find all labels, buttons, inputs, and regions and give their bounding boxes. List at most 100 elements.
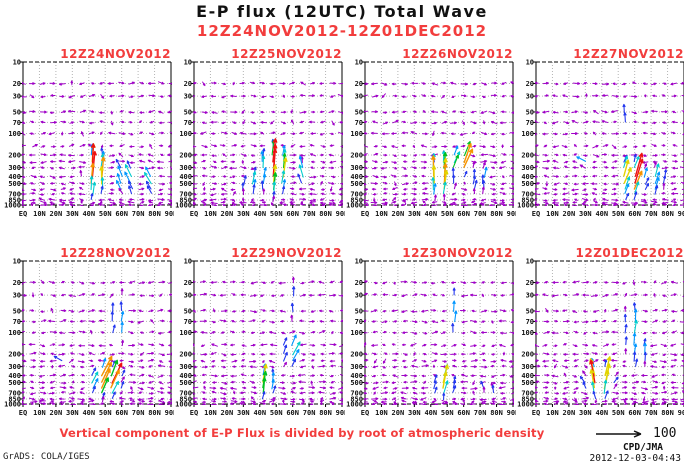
svg-text:20N: 20N	[563, 210, 576, 218]
svg-text:40N: 40N	[424, 210, 437, 218]
svg-text:10: 10	[13, 59, 21, 67]
svg-text:60N: 60N	[286, 409, 299, 417]
svg-text:EQ: EQ	[532, 409, 540, 417]
panel-title: 12Z26NOV2012	[402, 48, 513, 61]
svg-text:20N: 20N	[221, 409, 234, 417]
svg-text:700: 700	[521, 190, 534, 198]
svg-text:10: 10	[355, 59, 363, 67]
svg-text:1000: 1000	[346, 202, 363, 210]
svg-text:40N: 40N	[595, 409, 608, 417]
svg-text:30N: 30N	[579, 409, 592, 417]
figure-caption: Vertical component of E-P Flux is divide…	[59, 426, 545, 440]
svg-text:80N: 80N	[661, 409, 674, 417]
svg-text:300: 300	[521, 164, 534, 172]
svg-text:100: 100	[179, 130, 192, 138]
svg-text:100: 100	[8, 130, 21, 138]
svg-text:70: 70	[526, 318, 534, 326]
svg-text:300: 300	[521, 363, 534, 371]
svg-text:1000: 1000	[346, 401, 363, 409]
svg-text:850: 850	[521, 196, 534, 204]
svg-text:500: 500	[179, 379, 192, 387]
svg-text:20: 20	[526, 80, 534, 88]
svg-text:1000: 1000	[4, 401, 21, 409]
svg-text:90N: 90N	[678, 210, 684, 218]
svg-text:60N: 60N	[457, 210, 470, 218]
reference-arrow-legend: 100	[594, 426, 676, 441]
svg-text:400: 400	[8, 372, 21, 380]
grads-credit: GrADS: COLA/IGES	[3, 452, 90, 462]
svg-text:80N: 80N	[319, 409, 332, 417]
svg-text:20N: 20N	[50, 409, 63, 417]
svg-text:700: 700	[179, 190, 192, 198]
flux-arrows	[261, 276, 301, 400]
svg-text:20N: 20N	[392, 409, 405, 417]
svg-text:70N: 70N	[645, 409, 658, 417]
svg-text:1000: 1000	[175, 401, 192, 409]
svg-text:850: 850	[179, 395, 192, 403]
svg-text:EQ: EQ	[19, 409, 27, 417]
figure-title: E-P flux (12UTC) Total Wave	[196, 2, 488, 21]
svg-text:100: 100	[350, 130, 363, 138]
svg-text:80N: 80N	[490, 210, 503, 218]
svg-text:90N: 90N	[336, 210, 345, 218]
svg-text:50N: 50N	[99, 210, 112, 218]
svg-text:50N: 50N	[270, 409, 283, 417]
svg-text:50N: 50N	[270, 210, 283, 218]
svg-text:10N: 10N	[33, 409, 46, 417]
svg-text:400: 400	[521, 372, 534, 380]
svg-text:20N: 20N	[392, 210, 405, 218]
svg-text:30: 30	[355, 292, 363, 300]
svg-text:50N: 50N	[612, 210, 625, 218]
svg-text:300: 300	[8, 164, 21, 172]
svg-text:10: 10	[526, 59, 534, 67]
panel-12Z29NOV2012: 12Z29NOV2012 10 20 30 50 70 100 200 300 400 500 700…	[171, 246, 348, 419]
plot-timestamp: 2012-12-03-04:43	[589, 453, 681, 464]
svg-text:1000: 1000	[517, 401, 534, 409]
svg-text:30N: 30N	[237, 409, 250, 417]
svg-text:60N: 60N	[628, 409, 641, 417]
panel-12Z27NOV2012: 12Z27NOV2012 10 20 30 50 70 100 200 300 400 500 700…	[513, 47, 684, 220]
flux-arrows	[431, 141, 488, 202]
svg-text:850: 850	[179, 196, 192, 204]
svg-text:50: 50	[184, 108, 192, 116]
panel-title: 12Z29NOV2012	[231, 247, 342, 260]
svg-text:10N: 10N	[375, 210, 388, 218]
svg-text:100: 100	[521, 130, 534, 138]
panel-12Z25NOV2012: 12Z25NOV2012 10 20 30 50 70 100 200 300 400 500 700…	[171, 47, 348, 220]
svg-text:200: 200	[179, 351, 192, 359]
svg-text:300: 300	[179, 363, 192, 371]
background-arrows	[193, 81, 343, 206]
svg-text:90N: 90N	[336, 409, 345, 417]
svg-text:30N: 30N	[408, 409, 421, 417]
svg-text:40N: 40N	[253, 409, 266, 417]
svg-text:60N: 60N	[286, 210, 299, 218]
svg-text:200: 200	[521, 152, 534, 160]
flux-arrows	[241, 138, 304, 203]
svg-text:50: 50	[13, 108, 21, 116]
svg-text:40N: 40N	[82, 210, 95, 218]
svg-text:30N: 30N	[408, 210, 421, 218]
svg-text:30: 30	[184, 292, 192, 300]
svg-text:300: 300	[350, 363, 363, 371]
svg-text:20N: 20N	[221, 210, 234, 218]
svg-text:20N: 20N	[563, 409, 576, 417]
svg-text:EQ: EQ	[190, 409, 198, 417]
svg-text:70: 70	[184, 119, 192, 127]
svg-text:70N: 70N	[132, 210, 145, 218]
panel-12Z30NOV2012: 12Z30NOV2012 10 20 30 50 70 100 200 300 400 500 700…	[342, 246, 519, 419]
svg-text:30: 30	[13, 292, 21, 300]
reference-arrow-value: 100	[653, 426, 677, 441]
svg-text:90N: 90N	[507, 210, 516, 218]
svg-text:EQ: EQ	[190, 210, 198, 218]
panel-title: 12Z27NOV2012	[573, 48, 684, 61]
svg-text:700: 700	[8, 190, 21, 198]
svg-text:10N: 10N	[375, 409, 388, 417]
reference-arrow-icon	[596, 429, 642, 438]
svg-text:300: 300	[350, 164, 363, 172]
flux-arrows	[579, 302, 647, 400]
svg-text:500: 500	[521, 379, 534, 387]
